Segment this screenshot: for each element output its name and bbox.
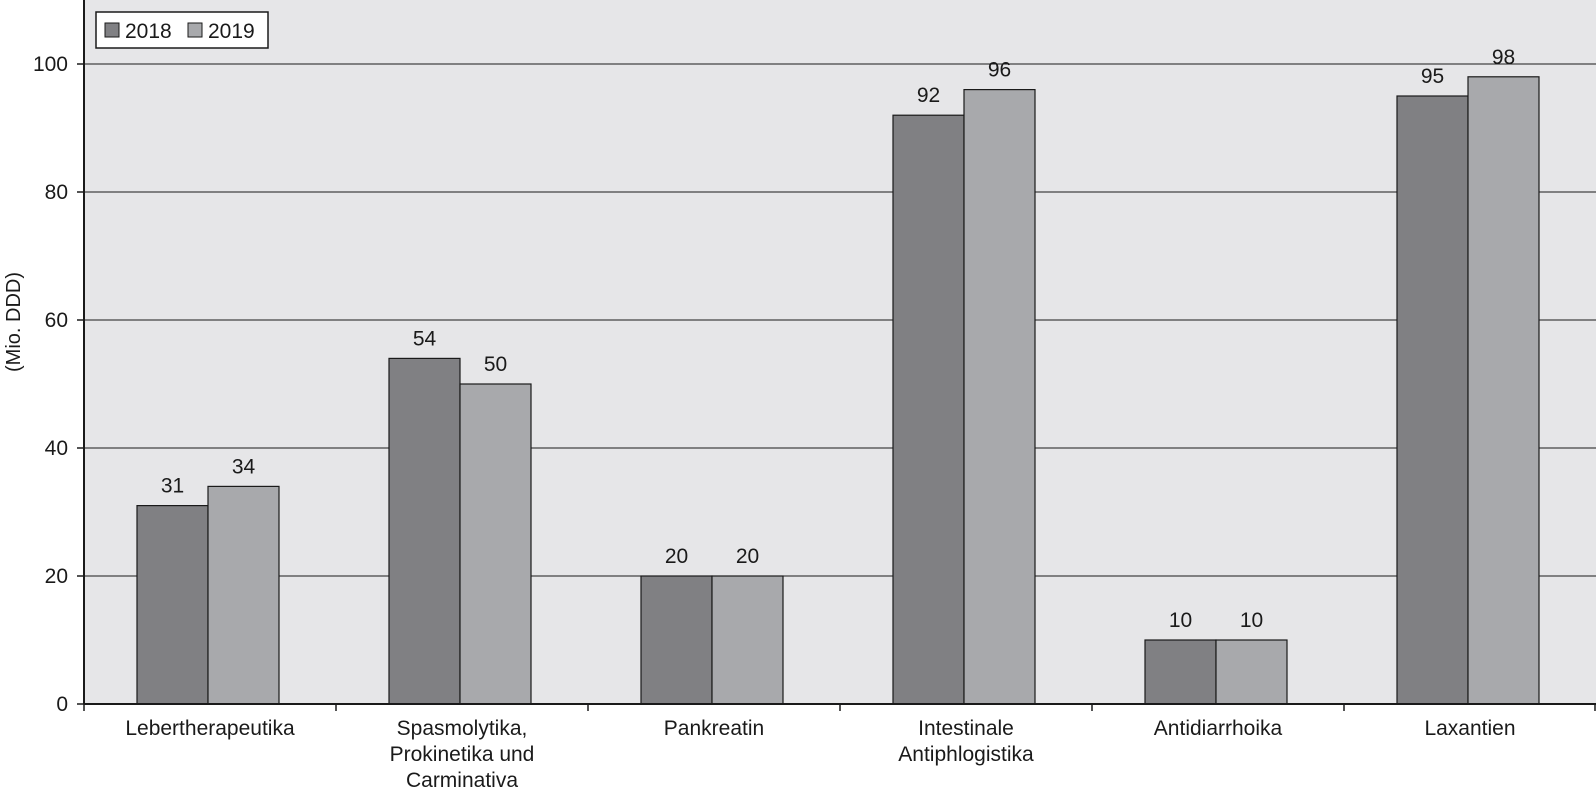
gridlines [84, 63, 1596, 577]
category-label: Laxantien [1424, 717, 1515, 740]
y-tick-label: 0 [56, 693, 68, 716]
bar-2019 [1467, 76, 1540, 705]
legend-box [95, 11, 269, 49]
category-label: Prokinetika und [390, 743, 535, 766]
bar-2018 [1396, 95, 1469, 705]
data-labels: 31 34 54 50 20 20 92 96 10 10 95 98 [161, 46, 1515, 632]
category-label: Antidiarrhoika [1154, 717, 1283, 740]
data-label: 50 [484, 353, 507, 376]
category-label: Spasmolytika, [397, 717, 528, 740]
bar-2018 [640, 575, 713, 705]
bar-2018 [388, 357, 461, 705]
y-tick-label: 60 [45, 309, 68, 332]
bar-2019 [459, 383, 532, 705]
legend-label: 2018 [125, 20, 172, 43]
category-label: Intestinale [918, 717, 1014, 740]
category-label: Pankreatin [664, 717, 764, 740]
bar-2018 [892, 114, 965, 705]
y-tick-label: 80 [45, 181, 68, 204]
category-label: Antiphlogistika [898, 743, 1034, 766]
y-tick-label: 40 [45, 437, 68, 460]
bar-2018 [136, 505, 209, 705]
y-tick-label: 20 [45, 565, 68, 588]
bar-2019 [1215, 639, 1288, 705]
legend: 2018 2019 [95, 11, 269, 49]
bar-2018 [1144, 639, 1217, 705]
category-label: Lebertherapeutika [125, 717, 295, 740]
data-label: 34 [232, 455, 256, 478]
data-label: 10 [1240, 609, 1263, 632]
data-label: 20 [665, 545, 688, 568]
legend-swatch-2019 [187, 22, 203, 38]
data-label: 98 [1492, 46, 1515, 69]
legend-label: 2019 [208, 20, 255, 43]
bars [136, 76, 1540, 705]
data-label: 95 [1421, 65, 1444, 88]
bar-2019 [207, 485, 280, 705]
category-label: Carminativa [406, 769, 518, 792]
legend-swatch-2018 [104, 22, 120, 38]
axes: 0 20 40 60 80 100 Lebertherapeutika Spasmolytik… [33, 0, 1596, 792]
data-label: 92 [917, 84, 940, 107]
data-label: 31 [161, 475, 184, 498]
bar-2019 [963, 88, 1036, 705]
plot-area [84, 0, 1596, 704]
data-label: 20 [736, 545, 759, 568]
plot-background [84, 0, 1596, 704]
data-label: 54 [413, 327, 437, 350]
data-label: 10 [1169, 609, 1192, 632]
y-tick-label: 100 [33, 53, 68, 76]
bar-2019 [711, 575, 784, 705]
y-axis-label: (Mio. DDD) [3, 272, 25, 372]
data-label: 96 [988, 59, 1011, 82]
